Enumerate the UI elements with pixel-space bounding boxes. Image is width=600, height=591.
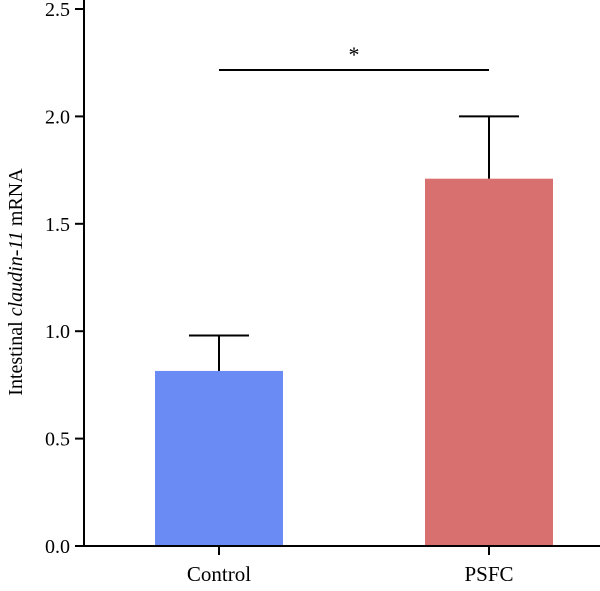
y-tick-label: 2.0 bbox=[45, 106, 70, 128]
y-axis-label-suffix: mRNA bbox=[5, 168, 27, 231]
bar-control bbox=[155, 370, 283, 546]
y-axis-label-prefix: Intestinal bbox=[5, 316, 27, 395]
y-axis-label: Intestinal claudin-11 mRNA bbox=[5, 168, 27, 396]
axes-layer: 0.0 0.5 1.0 1.5 2.0 2.5 Control PSFC bbox=[45, 0, 600, 586]
bars-layer bbox=[155, 178, 553, 546]
x-tick-label-psfc: PSFC bbox=[464, 562, 513, 586]
x-tick-label-control: Control bbox=[187, 562, 251, 586]
significance-marker: * bbox=[349, 42, 360, 67]
bar-psfc bbox=[425, 178, 553, 546]
y-tick-label: 0.0 bbox=[45, 536, 70, 558]
y-tick-label: 2.5 bbox=[45, 0, 70, 21]
y-axis-label-gene: claudin-11 bbox=[5, 231, 27, 316]
error-bars-layer bbox=[189, 115, 519, 371]
significance-layer: * bbox=[219, 42, 489, 71]
y-tick-label: 1.5 bbox=[45, 214, 70, 236]
y-tick-label: 1.0 bbox=[45, 321, 70, 343]
y-tick-label: 0.5 bbox=[45, 429, 70, 451]
